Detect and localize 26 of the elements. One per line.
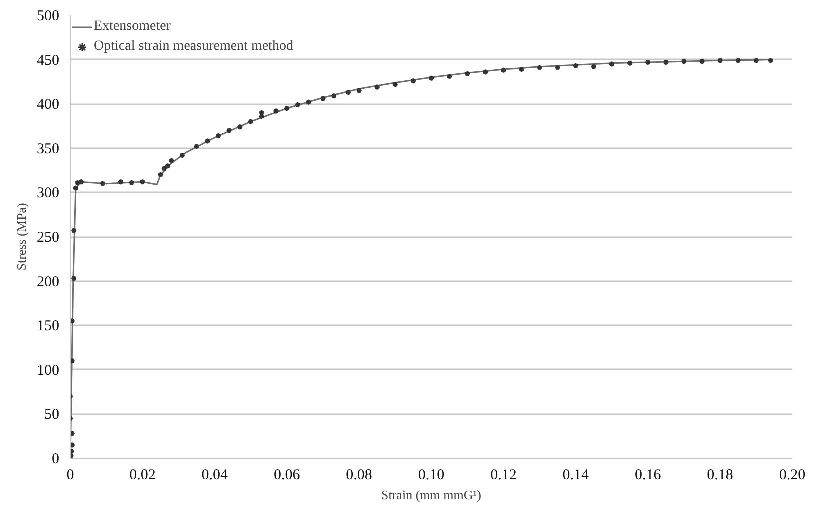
y-tick-label: 350 — [37, 141, 60, 158]
x-tick-label: 0.06 — [274, 468, 301, 484]
y-tick-label: 250 — [37, 230, 60, 246]
y-tick-label: 50 — [44, 407, 60, 424]
x-tick-label: 0 — [66, 468, 74, 484]
x-tick-label: 0.14 — [562, 468, 590, 484]
legend-label: Extensometer — [94, 19, 171, 35]
y-tick-label: 0 — [52, 452, 60, 468]
x-tick-label: 0.04 — [202, 468, 229, 484]
y-tick-label: 300 — [37, 186, 60, 202]
x-tick-label: 0.02 — [130, 468, 156, 484]
y-tick-label: 150 — [37, 318, 60, 335]
y-tick-label: 400 — [37, 97, 60, 114]
y-tick-label: 200 — [37, 274, 60, 290]
y-axis-title: Stress (MPa) — [14, 203, 29, 271]
x-tick-label: 0.16 — [634, 468, 662, 484]
x-tick-label: 0.10 — [418, 468, 445, 484]
x-tick-label: 0.12 — [490, 468, 517, 484]
x-tick-label: 0.08 — [346, 468, 372, 484]
x-axis-title: Strain (mm mmG¹) — [382, 488, 482, 502]
y-tick-label: 500 — [37, 8, 60, 24]
x-tick-label: 0.20 — [779, 468, 806, 484]
x-tick-label: 0.18 — [707, 468, 734, 484]
y-tick-label: 450 — [37, 52, 60, 69]
legend-label: Optical strain measurement method — [94, 39, 294, 55]
y-tick-label: 100 — [37, 362, 60, 379]
